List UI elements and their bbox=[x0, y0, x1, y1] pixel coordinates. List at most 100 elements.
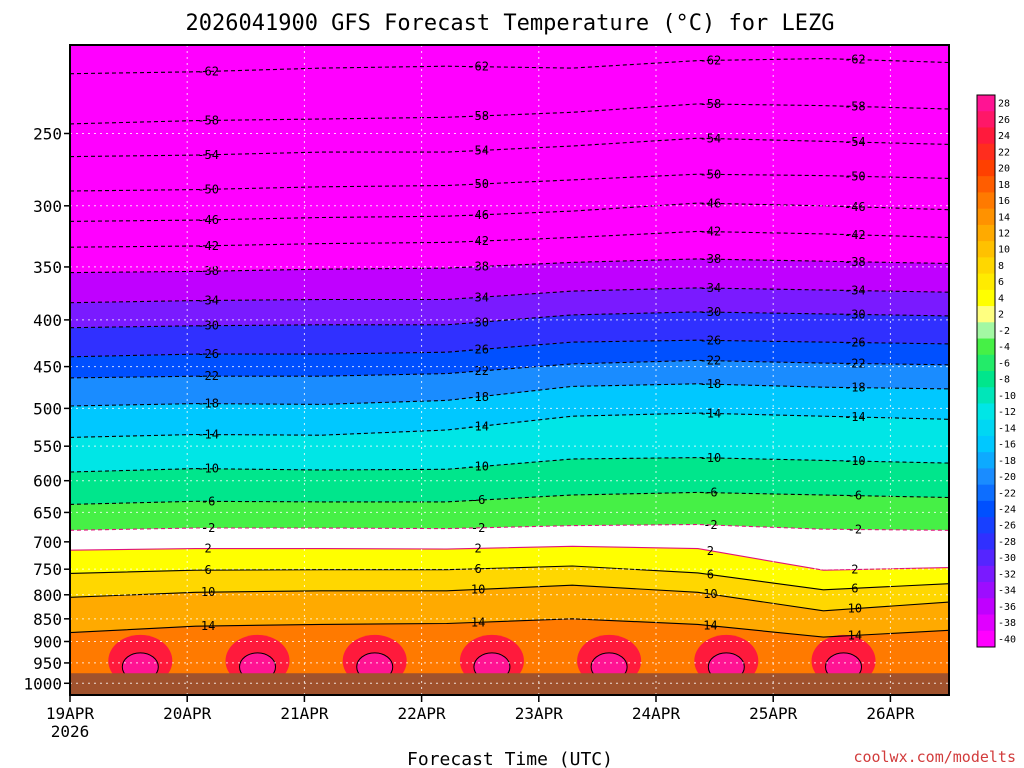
contour-label: 6 bbox=[707, 568, 714, 582]
colorbar-swatch bbox=[977, 322, 995, 340]
colorbar-swatch bbox=[977, 500, 995, 518]
y-tick-label: 800 bbox=[33, 586, 62, 605]
colorbar-tick-label: -22 bbox=[998, 488, 1016, 499]
contour-label: -58 bbox=[844, 99, 866, 113]
contour-label: -46 bbox=[467, 208, 489, 222]
temp-band bbox=[70, 287, 949, 328]
colorbar-tick-label: -6 bbox=[998, 358, 1010, 369]
colorbar-swatch bbox=[977, 338, 995, 356]
colorbar-tick-label: 16 bbox=[998, 196, 1010, 207]
contour-label: -26 bbox=[467, 343, 489, 357]
contour-label: -34 bbox=[467, 290, 489, 304]
contour-label: -22 bbox=[467, 364, 489, 378]
contour-label: -50 bbox=[467, 177, 489, 191]
contour-label: -2 bbox=[848, 522, 862, 536]
colorbar-swatch bbox=[977, 306, 995, 323]
contour-label: -62 bbox=[197, 64, 219, 78]
x-tick-label: 25APR bbox=[749, 704, 798, 723]
contour-label: -6 bbox=[848, 489, 862, 503]
contour-line bbox=[70, 618, 949, 638]
contour-label: -30 bbox=[844, 307, 866, 321]
contour-label: -30 bbox=[467, 315, 489, 329]
colorbar-swatch bbox=[977, 127, 995, 145]
colorbar-frame bbox=[976, 94, 996, 648]
colorbar-tick-label: -2 bbox=[998, 326, 1010, 337]
contour-label: -54 bbox=[700, 132, 722, 146]
colorbar-swatch bbox=[977, 143, 995, 161]
contour-label: 10 bbox=[201, 585, 215, 599]
credit-text[interactable]: coolwx.com/modelts bbox=[853, 748, 1016, 766]
colorbar-tick-label: -36 bbox=[998, 602, 1016, 613]
colorbar-swatch bbox=[977, 257, 995, 275]
contour-label: -42 bbox=[467, 234, 489, 248]
y-tick-label: 950 bbox=[33, 654, 62, 673]
colorbar-tick-label: -4 bbox=[998, 342, 1010, 353]
colorbar-swatch bbox=[977, 241, 995, 258]
plot-overlay: 250 300 350 400 450 500 550 600 650 700 750 800 850 9… bbox=[23, 44, 950, 741]
temp-band bbox=[70, 103, 949, 157]
y-tick-label: 500 bbox=[33, 399, 62, 418]
x-tick-label: 22APR bbox=[398, 704, 447, 723]
contour-label: -22 bbox=[700, 354, 722, 368]
colorbar-swatch bbox=[977, 208, 995, 226]
colorbar-swatch bbox=[977, 435, 995, 453]
temp-band bbox=[70, 174, 949, 222]
contour-label: -30 bbox=[197, 319, 219, 333]
colorbar-tick-label: 14 bbox=[998, 212, 1010, 223]
contour-label: -58 bbox=[197, 113, 219, 127]
colorbar-swatch bbox=[977, 192, 995, 210]
x-tick-label: 26APR bbox=[866, 704, 915, 723]
contour-label: -10 bbox=[844, 454, 866, 468]
x-tick-label: 24APR bbox=[632, 704, 681, 723]
contour-label: 2 bbox=[851, 563, 858, 577]
contour-line bbox=[70, 584, 949, 612]
contour-label: -62 bbox=[467, 60, 489, 74]
contour-line bbox=[70, 545, 949, 571]
x-axis-label: Forecast Time (UTC) bbox=[407, 749, 613, 768]
contour-label: 14 bbox=[703, 619, 717, 633]
contour-label: 14 bbox=[848, 628, 862, 642]
contour-label: -2 bbox=[703, 518, 717, 532]
contour-label: -10 bbox=[467, 460, 489, 474]
contour-label: -50 bbox=[700, 167, 722, 181]
temp-band bbox=[70, 585, 949, 638]
contour-label: -26 bbox=[844, 336, 866, 350]
temp-band bbox=[70, 311, 949, 357]
colorbar-tick-label: -8 bbox=[998, 375, 1010, 386]
colorbar-swatch bbox=[977, 549, 995, 567]
contour-label: -50 bbox=[197, 182, 219, 196]
colorbar-swatch bbox=[977, 598, 995, 616]
colorbar-tick-label: -14 bbox=[998, 423, 1016, 434]
contour-label: 6 bbox=[205, 563, 212, 577]
plot-area: -62 -62 -62 -62-58 -58-58 -58-54 -54-54 -54-50-… bbox=[70, 45, 949, 695]
contour-label: 2 bbox=[707, 544, 714, 558]
chart-title: 2026041900 GFS Forecast Temperature (°C)… bbox=[185, 11, 834, 36]
colorbar-tick-label: -20 bbox=[998, 472, 1016, 483]
contour-label: -6 bbox=[471, 493, 485, 507]
colorbar-tick-label: 22 bbox=[998, 147, 1010, 158]
x-tick-label: 21APR bbox=[280, 704, 329, 723]
colorbar-swatch bbox=[977, 387, 995, 404]
contour-label: -18 bbox=[197, 397, 219, 411]
colorbar-tick-label: 24 bbox=[998, 131, 1010, 142]
contour-label: 2 bbox=[205, 542, 212, 556]
y-tick-label: 350 bbox=[33, 258, 62, 277]
colorbar-tick-label: -16 bbox=[998, 440, 1016, 451]
y-tick-label: 400 bbox=[33, 311, 62, 330]
temp-band bbox=[70, 413, 949, 472]
colorbar-tick-label: -26 bbox=[998, 521, 1016, 532]
contour-label: -22 bbox=[844, 357, 866, 371]
x-year-label: 2026 bbox=[51, 722, 90, 741]
colorbar-swatch bbox=[977, 517, 995, 534]
colorbar-swatch bbox=[977, 95, 995, 112]
x-tick-label: 19APR bbox=[46, 704, 95, 723]
y-tick-label: 300 bbox=[33, 197, 62, 216]
colorbar-tick-label: -28 bbox=[998, 537, 1016, 548]
temp-band bbox=[70, 546, 949, 590]
contour-label: -38 bbox=[700, 252, 722, 266]
contour-label: -14 bbox=[844, 410, 866, 424]
temp-band bbox=[70, 340, 949, 378]
contour-label: -18 bbox=[844, 381, 866, 395]
contour-label: -38 bbox=[844, 255, 866, 269]
